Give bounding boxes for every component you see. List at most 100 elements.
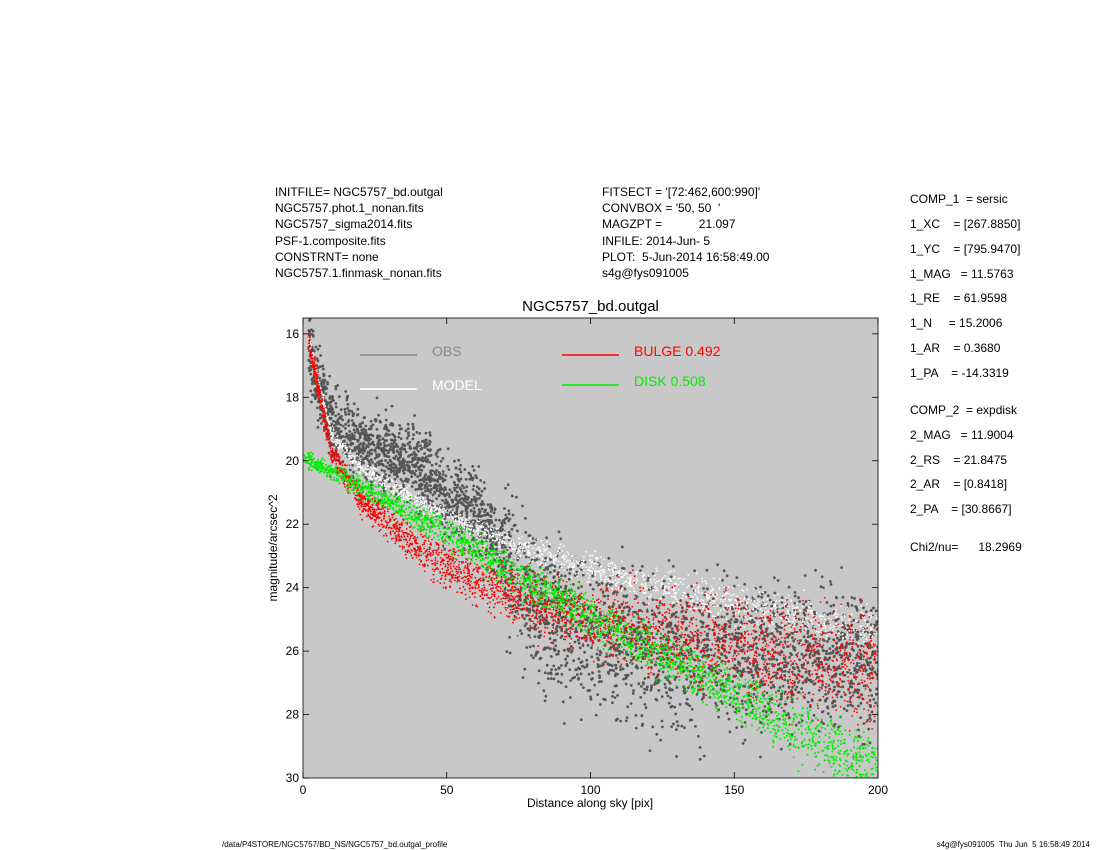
obs-point — [380, 459, 384, 463]
obs-point — [350, 419, 354, 422]
obs-point — [816, 649, 820, 653]
obs-point — [728, 621, 732, 625]
obs-point — [493, 524, 496, 527]
model-point — [677, 601, 680, 604]
obs-point — [434, 462, 438, 466]
model-point — [741, 618, 744, 621]
model-point — [569, 559, 572, 562]
obs-point — [430, 488, 433, 491]
obs-point — [375, 427, 379, 431]
obs-point — [782, 646, 785, 649]
model-point — [677, 577, 680, 580]
obs-point — [472, 510, 476, 513]
obs-point — [625, 594, 629, 597]
model-point — [408, 497, 411, 500]
obs-point — [524, 517, 527, 520]
obs-point — [406, 422, 410, 426]
model-point — [829, 623, 832, 626]
obs-point — [309, 389, 313, 393]
obs-point — [734, 631, 738, 635]
model-point — [785, 597, 788, 600]
model-point — [648, 602, 650, 605]
obs-point — [439, 460, 443, 463]
model-point — [471, 525, 474, 528]
obs-point — [552, 575, 556, 579]
obs-point — [439, 488, 443, 492]
model-point — [611, 568, 614, 571]
model-point — [594, 550, 597, 553]
obs-point — [431, 499, 434, 503]
model-point — [437, 512, 439, 515]
obs-point — [422, 480, 426, 483]
model-point — [558, 569, 561, 572]
obs-point — [591, 677, 594, 680]
obs-point — [555, 653, 559, 656]
model-point — [603, 571, 606, 573]
obs-point — [510, 494, 514, 498]
obs-point — [667, 701, 671, 705]
obs-point — [743, 721, 747, 724]
obs-point — [839, 667, 842, 670]
model-point — [636, 580, 638, 582]
obs-point — [450, 498, 454, 502]
model-point — [523, 550, 526, 552]
model-point — [709, 610, 711, 612]
model-point — [590, 565, 592, 568]
obs-point — [399, 478, 403, 481]
obs-point — [833, 685, 836, 689]
obs-point — [846, 670, 849, 674]
model-point — [684, 605, 686, 607]
obs-point — [577, 641, 581, 645]
obs-point — [418, 473, 422, 477]
model-point — [528, 552, 531, 555]
obs-point — [394, 454, 398, 458]
obs-point — [579, 672, 583, 676]
model-point — [367, 465, 370, 468]
obs-point — [355, 427, 359, 431]
obs-point — [690, 584, 693, 588]
model-point — [509, 543, 512, 546]
model-point — [631, 585, 633, 587]
model-point — [600, 574, 602, 577]
obs-point — [875, 692, 878, 696]
obs-point — [598, 653, 602, 657]
obs-point — [369, 419, 373, 423]
obs-point — [577, 657, 581, 661]
model-point — [482, 526, 485, 528]
model-point — [488, 536, 491, 538]
model-point — [856, 620, 858, 622]
obs-point — [717, 649, 721, 652]
obs-point — [695, 692, 699, 696]
obs-point — [639, 609, 642, 612]
obs-point — [705, 568, 709, 572]
model-point — [572, 559, 575, 562]
obs-point — [493, 508, 497, 512]
obs-point — [580, 636, 584, 640]
model-point — [851, 613, 853, 616]
model-point — [763, 600, 765, 603]
model-point — [801, 624, 804, 627]
model-point — [622, 570, 625, 572]
obs-point — [565, 628, 568, 632]
model-point — [354, 458, 356, 460]
obs-point — [574, 668, 578, 672]
model-point — [792, 618, 795, 621]
model-point — [669, 579, 672, 582]
obs-point — [637, 682, 641, 686]
obs-point — [662, 579, 666, 583]
model-point — [462, 526, 465, 529]
obs-point — [763, 634, 766, 638]
model-point — [762, 599, 765, 601]
obs-point — [428, 439, 431, 443]
model-point — [707, 594, 709, 596]
obs-point — [381, 437, 385, 441]
obs-point — [425, 455, 428, 459]
obs-point — [549, 655, 553, 658]
obs-point — [843, 693, 847, 696]
model-point — [600, 578, 603, 581]
model-point — [724, 603, 727, 606]
obs-point — [820, 645, 824, 649]
obs-point — [316, 425, 320, 429]
model-point — [423, 505, 426, 507]
model-point — [648, 596, 651, 598]
